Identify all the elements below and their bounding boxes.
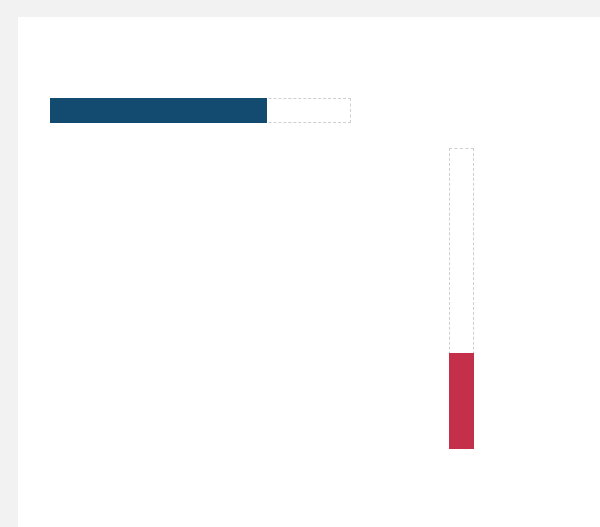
vertical-progress-track	[449, 148, 474, 449]
horizontal-progress-fill	[50, 98, 267, 123]
vertical-progress-fill	[449, 353, 474, 449]
content-panel	[18, 17, 600, 527]
horizontal-progress-track	[50, 98, 351, 123]
